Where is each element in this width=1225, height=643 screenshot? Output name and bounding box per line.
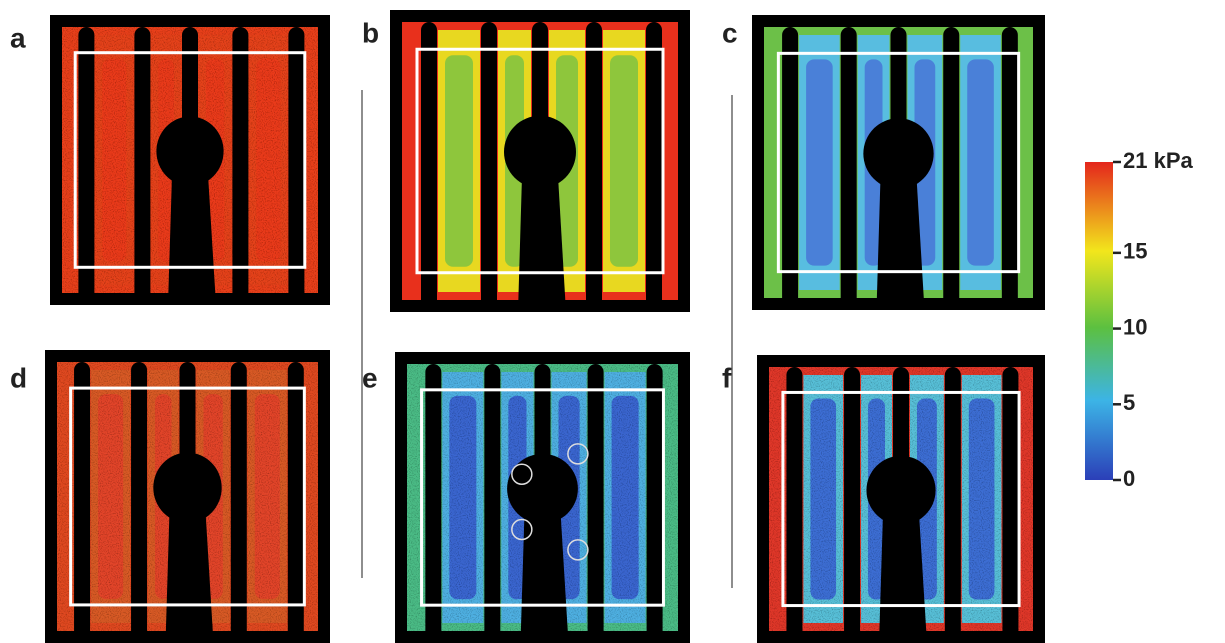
colorbar-tick-label: 15 bbox=[1123, 239, 1147, 264]
strut bbox=[481, 22, 497, 312]
trunk bbox=[518, 176, 566, 312]
lane bbox=[610, 55, 638, 266]
panel bbox=[757, 355, 1045, 643]
strut bbox=[943, 27, 959, 310]
strut bbox=[134, 27, 150, 305]
strut bbox=[421, 22, 437, 312]
lane bbox=[98, 394, 123, 599]
lane bbox=[102, 59, 126, 262]
lane bbox=[612, 396, 639, 599]
trunk bbox=[877, 177, 925, 310]
panel bbox=[395, 352, 690, 643]
panel-label: e bbox=[362, 362, 378, 393]
trunk bbox=[521, 512, 569, 643]
strut bbox=[786, 367, 802, 643]
lane bbox=[256, 59, 280, 262]
lane bbox=[810, 398, 836, 599]
figure: a b c d e f 0 5 10 15 21 kPa bbox=[0, 0, 1225, 643]
strut bbox=[484, 364, 500, 643]
strut bbox=[844, 367, 860, 643]
trunk bbox=[168, 175, 216, 306]
trunk bbox=[166, 511, 214, 643]
panel-label: a bbox=[10, 22, 26, 53]
strut bbox=[231, 362, 247, 643]
panel bbox=[50, 15, 330, 305]
strut bbox=[647, 364, 663, 643]
strut bbox=[586, 22, 602, 312]
strut bbox=[588, 364, 604, 643]
lane bbox=[445, 55, 473, 266]
panel bbox=[390, 10, 690, 312]
lane bbox=[255, 394, 280, 599]
colorbar-tick-label: 5 bbox=[1123, 390, 1135, 415]
lane bbox=[967, 59, 994, 265]
panel-label: d bbox=[10, 362, 27, 393]
panel-label: c bbox=[722, 17, 738, 48]
strut bbox=[78, 27, 94, 305]
strut bbox=[131, 362, 147, 643]
trunk bbox=[879, 513, 927, 643]
panel bbox=[752, 15, 1045, 310]
lane bbox=[969, 398, 995, 599]
colorbar bbox=[1085, 162, 1113, 480]
strut bbox=[1002, 27, 1018, 310]
strut bbox=[288, 27, 304, 305]
strut bbox=[646, 22, 662, 312]
strut bbox=[288, 362, 304, 643]
strut bbox=[425, 364, 441, 643]
panel-label: f bbox=[722, 362, 732, 393]
strut bbox=[945, 367, 961, 643]
strut bbox=[74, 362, 90, 643]
lane bbox=[449, 396, 476, 599]
lane bbox=[806, 59, 833, 265]
panel-label: b bbox=[362, 17, 379, 48]
colorbar-tick-label: 0 bbox=[1123, 466, 1135, 491]
strut bbox=[841, 27, 857, 310]
colorbar-tick-label: 10 bbox=[1123, 314, 1147, 339]
strut bbox=[782, 27, 798, 310]
strut bbox=[232, 27, 248, 305]
strut bbox=[1002, 367, 1018, 643]
panel bbox=[45, 350, 330, 643]
colorbar-tick-label: 21 kPa bbox=[1123, 148, 1193, 173]
